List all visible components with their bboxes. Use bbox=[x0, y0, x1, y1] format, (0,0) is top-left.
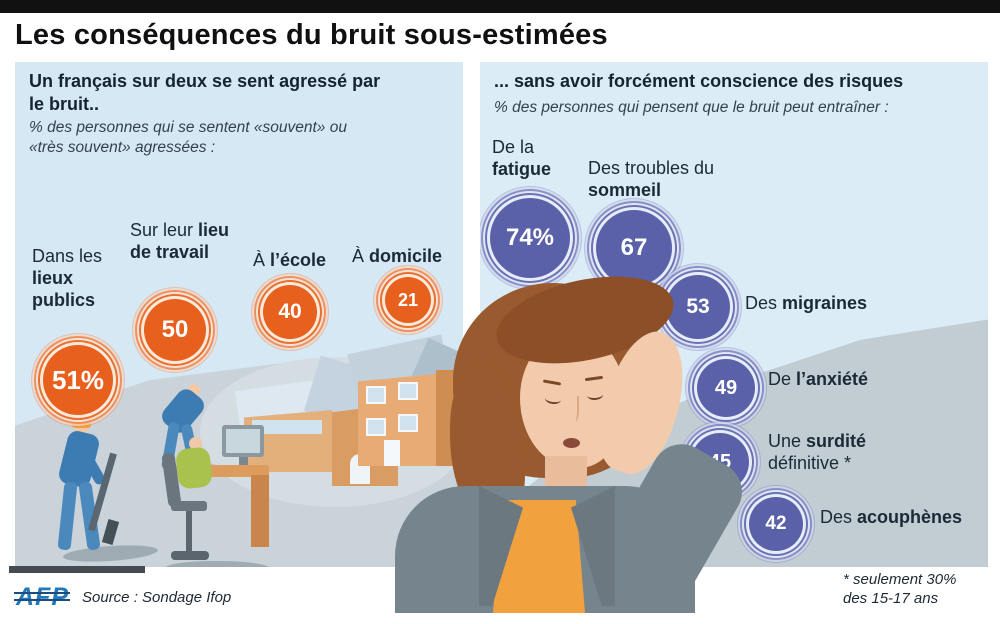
woman-mouth bbox=[563, 438, 580, 448]
stressed-woman-illustration bbox=[395, 262, 753, 624]
school-windows bbox=[252, 420, 322, 434]
chair-base bbox=[171, 551, 209, 560]
stat-label-acouphenes: Des acouphènes bbox=[820, 507, 963, 527]
stat-circle-migraines: 53 bbox=[666, 275, 730, 339]
stat-circle-fatigue: 74% bbox=[490, 198, 570, 278]
office-desk-illustration bbox=[161, 415, 275, 567]
computer-screen bbox=[226, 429, 260, 453]
house-window bbox=[366, 386, 386, 404]
stat-label-lieux-publics: Dans les lieux publics bbox=[32, 246, 103, 310]
woman-nose bbox=[571, 396, 579, 422]
stat-circle-sommeil: 67 bbox=[596, 210, 672, 286]
page-title: Les conséquences du bruit sous-estimées bbox=[15, 19, 608, 51]
monitor-stand bbox=[239, 457, 248, 466]
stat-label-domicile: À domicile bbox=[352, 246, 443, 266]
worker-helmet bbox=[72, 416, 91, 428]
stat-circle-acouphenes: 42 bbox=[749, 497, 803, 551]
stat-label-surdite: Une surdité définitive * bbox=[768, 431, 867, 473]
stat-label-lieu-de-travail: Sur leur lieu de travail bbox=[130, 220, 230, 262]
footnote-text: * seulement 30% des 15-17 ans bbox=[843, 571, 957, 608]
stat-label-migraines: Des migraines bbox=[745, 293, 868, 313]
stat-label-fatigue: De la fatigue bbox=[492, 137, 552, 179]
left-panel-heading: Un français sur deux se sent agressé par… bbox=[29, 71, 381, 114]
panel-edge-shadow bbox=[9, 566, 145, 573]
stat-circle-anxiete: 49 bbox=[697, 359, 755, 417]
jackhammer-bit bbox=[101, 518, 120, 546]
seated-person-torso bbox=[175, 446, 213, 490]
desk-side bbox=[251, 475, 269, 547]
chair-seat bbox=[171, 501, 207, 511]
jackhammer-worker-illustration bbox=[45, 408, 159, 567]
stat-label-ecole: À l’école bbox=[253, 250, 327, 270]
desk-shadow bbox=[165, 561, 269, 567]
stat-circle-lieux-publics: 51% bbox=[43, 345, 113, 415]
house-window bbox=[398, 414, 418, 432]
stat-label-anxiete: De l’anxiété bbox=[768, 369, 869, 389]
right-panel-subheading: % des personnes qui pensent que le bruit… bbox=[494, 99, 889, 116]
desk-top bbox=[205, 465, 269, 477]
worker-leg bbox=[57, 481, 78, 551]
stat-circle-domicile: 21 bbox=[385, 277, 431, 323]
stat-label-sommeil: Des troubles du sommeil bbox=[588, 158, 715, 200]
house-door bbox=[384, 440, 400, 466]
right-panel-heading: ... sans avoir forcément conscience des … bbox=[494, 71, 904, 91]
house-window bbox=[398, 382, 418, 400]
worker-shadow bbox=[62, 542, 159, 565]
stat-circle-lieu-de-travail: 50 bbox=[144, 299, 206, 361]
source-text: Source : Sondage Ifop bbox=[82, 589, 232, 606]
stat-circle-ecole: 40 bbox=[263, 285, 317, 339]
chair-post bbox=[186, 511, 192, 553]
top-black-bar bbox=[0, 0, 1000, 13]
left-panel-subheading: % des personnes qui se sentent «souvent»… bbox=[29, 119, 347, 157]
house-window bbox=[366, 418, 386, 436]
afp-logo: AFP bbox=[14, 583, 70, 611]
